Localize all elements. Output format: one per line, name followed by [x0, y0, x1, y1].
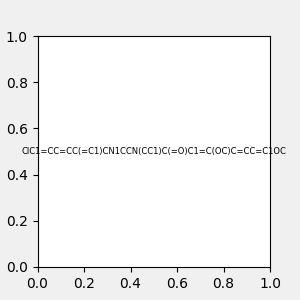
Text: ClC1=CC=CC(=C1)CN1CCN(CC1)C(=O)C1=C(OC)C=CC=C1OC: ClC1=CC=CC(=C1)CN1CCN(CC1)C(=O)C1=C(OC)C… — [21, 147, 286, 156]
